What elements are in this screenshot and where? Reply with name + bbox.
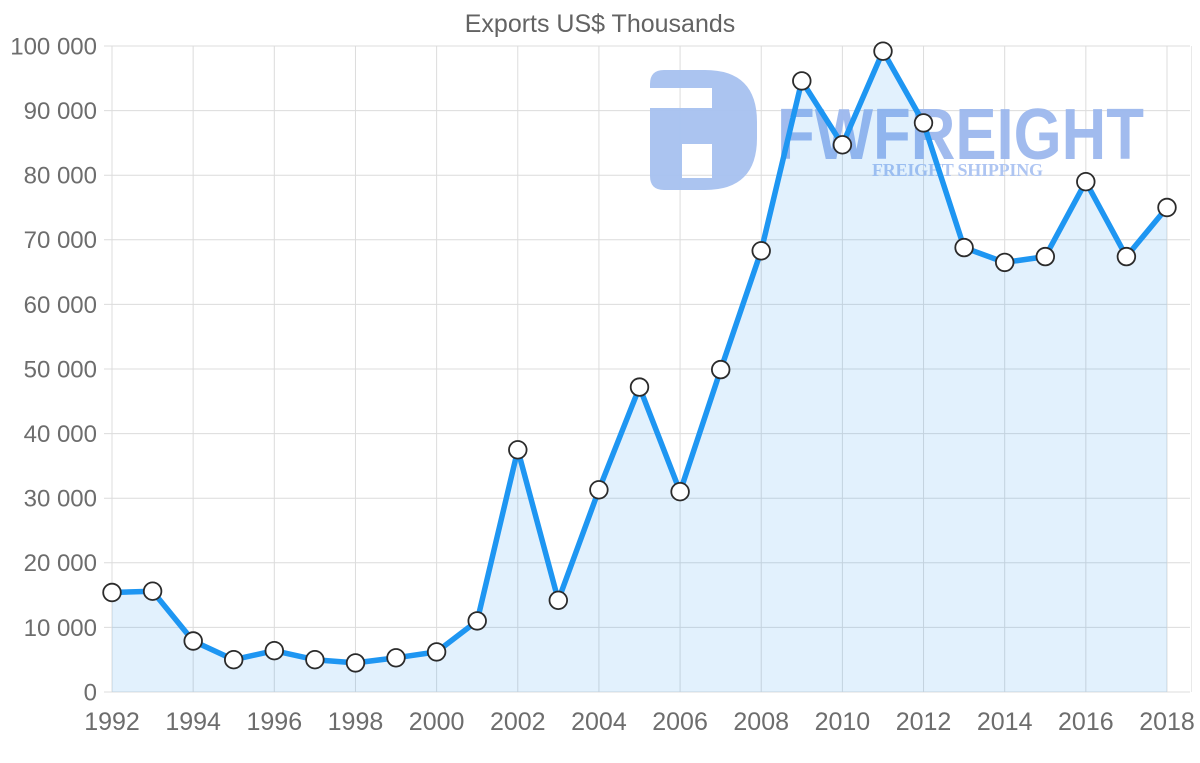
data-point-marker[interactable] <box>670 482 690 502</box>
watermark-tagline-text: FREIGHT SHIPPING <box>872 160 1044 180</box>
data-point-marker[interactable] <box>345 653 366 673</box>
fwfreight-logo-icon <box>650 70 757 190</box>
data-point-marker[interactable] <box>832 135 853 155</box>
x-tick-label: 2000 <box>409 708 465 736</box>
x-tick-label: 2010 <box>815 708 871 736</box>
y-tick-label: 60 000 <box>24 292 97 319</box>
data-point-marker[interactable] <box>1035 246 1056 267</box>
x-tick-label: 2012 <box>896 708 952 736</box>
data-point-marker[interactable] <box>751 241 771 261</box>
area-fill <box>112 51 1167 692</box>
data-point-marker[interactable] <box>873 41 893 61</box>
data-point-marker[interactable] <box>264 641 285 661</box>
data-point-marker[interactable] <box>792 71 812 91</box>
data-point-marker[interactable] <box>183 631 203 651</box>
data-point-marker[interactable] <box>1076 171 1096 192</box>
x-tick-label: 1992 <box>84 708 140 736</box>
data-point-marker[interactable] <box>426 642 447 662</box>
x-tick-label: 2016 <box>1058 708 1114 736</box>
data-point-marker[interactable] <box>223 650 244 670</box>
x-tick-label: 1994 <box>165 708 221 736</box>
x-tick-label: 2006 <box>652 708 708 736</box>
x-tick-label: 1998 <box>328 708 384 736</box>
y-tick-label: 20 000 <box>24 550 97 577</box>
data-point-marker[interactable] <box>913 113 934 133</box>
data-point-marker[interactable] <box>995 252 1015 273</box>
y-tick-label: 90 000 <box>24 98 97 125</box>
x-tick-label: 2018 <box>1139 708 1195 736</box>
data-point-marker[interactable] <box>386 648 406 668</box>
data-point-marker[interactable] <box>305 650 325 670</box>
data-point-marker[interactable] <box>954 237 974 258</box>
x-tick-label: 2002 <box>490 708 546 736</box>
data-point-marker[interactable] <box>589 480 609 500</box>
x-tick-label: 2004 <box>571 708 627 736</box>
data-point-marker[interactable] <box>102 582 122 603</box>
data-point-marker[interactable] <box>1157 197 1177 218</box>
data-point-marker[interactable] <box>548 590 569 611</box>
y-tick-label: 40 000 <box>24 421 97 448</box>
data-points <box>102 41 1177 673</box>
y-tick-label: 30 000 <box>24 486 97 513</box>
data-point-marker[interactable] <box>629 377 650 397</box>
y-tick-label: 50 000 <box>24 356 97 383</box>
data-point-marker[interactable] <box>508 440 528 460</box>
y-tick-label: 10 000 <box>24 615 97 642</box>
vertical-gridlines <box>111 46 1168 692</box>
data-point-marker[interactable] <box>142 581 163 601</box>
y-tick-label: 0 <box>84 679 97 706</box>
y-axis-labels: 0 10 000 20 000 30 000 40 000 50 000 60 000 70 … <box>10 33 97 706</box>
chart-title: Exports US$ Thousands <box>465 10 736 38</box>
horizontal-gridlines <box>104 45 1190 693</box>
y-tick-label: 100 000 <box>10 33 97 60</box>
x-tick-label: 2008 <box>733 708 789 736</box>
data-point-marker[interactable] <box>467 611 487 631</box>
watermark: FWFREIGHT FREIGHT SHIPPING <box>650 70 1144 190</box>
x-tick-label: 1996 <box>246 708 302 736</box>
y-tick-label: 70 000 <box>24 227 97 254</box>
x-tick-label: 2014 <box>977 708 1033 736</box>
data-point-marker[interactable] <box>1116 246 1137 267</box>
x-axis-labels: 1992 1994 1996 1998 2000 2002 2004 2006 2008 2010… <box>84 708 1195 736</box>
data-point-marker[interactable] <box>711 359 731 380</box>
y-tick-label: 80 000 <box>24 163 97 190</box>
